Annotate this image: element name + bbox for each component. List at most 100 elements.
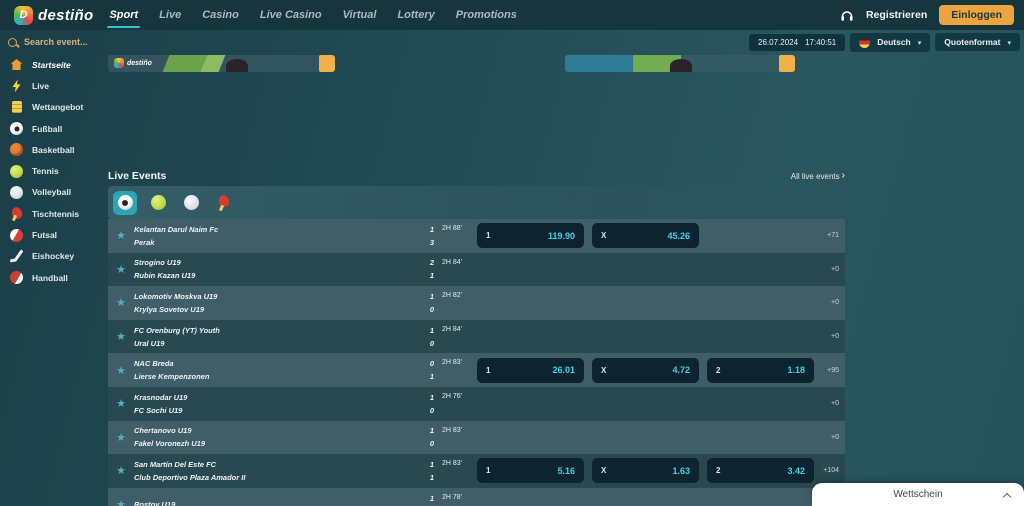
sport-tab-tabletennis[interactable] [212, 191, 236, 215]
promo-banner-right[interactable] [565, 55, 795, 72]
main-content: destiño Live Events All live events ★ Kel… [108, 52, 845, 506]
odds-value: 45.26 [667, 230, 690, 241]
odds-group [477, 421, 814, 455]
nav-item-promotions[interactable]: Promotions [455, 9, 517, 21]
brand-logo[interactable]: D destiño [14, 5, 93, 25]
odds-button[interactable]: 1 5.16 [477, 458, 584, 484]
odds-button[interactable]: X 4.72 [592, 357, 699, 383]
time-label: 17:40:51 [805, 37, 837, 47]
sidebar-item-startseite[interactable]: Startseite [0, 54, 100, 75]
event-row[interactable]: ★ Strogino U19 Rubin Kazan U19 2 1 2H 84' +0 [108, 252, 845, 287]
sport-tab-soccer[interactable] [113, 190, 137, 215]
odds-button[interactable]: 1 119.90 [477, 223, 584, 249]
more-markets-count[interactable]: +95 [827, 366, 839, 374]
home-team: Strogino U19 [134, 258, 181, 268]
away-score: 1 [429, 472, 434, 482]
sidebar-item-tennis[interactable]: Tennis [0, 160, 100, 181]
event-row[interactable]: ★ NAC Breda Lierse Kempenzonen 0 1 2H 83' 1 26.… [108, 353, 845, 387]
team-names: NAC Breda Lierse Kempenzonen [134, 353, 406, 387]
soccer-icon [117, 195, 133, 210]
odds-group [477, 387, 814, 421]
event-row[interactable]: ★ San Martín Del Este FC Club Deportivo Pl… [108, 454, 845, 488]
sidebar-item-label: Tischtennis [32, 208, 80, 219]
login-button[interactable]: Einloggen [939, 5, 1014, 25]
odds-label: X [601, 231, 607, 241]
event-row[interactable]: ★ FC Orenburg (YT) Youth Ural U19 1 0 2H 84' +… [108, 319, 845, 354]
sidebar-item-handball[interactable]: Handball [0, 267, 100, 288]
header-actions: Registrieren Einloggen [840, 5, 1014, 25]
away-team: FC Sochi U19 [134, 405, 183, 415]
sport-tab-tennis[interactable] [146, 191, 170, 215]
betslip-title: Wettschein [893, 489, 943, 500]
event-row[interactable]: ★ Lokomotiv Moskva U19 Krylya Sovetov U19 1… [108, 286, 845, 320]
nav-item-casino[interactable]: Casino [202, 9, 239, 21]
nav-item-virtual[interactable]: Virtual [342, 9, 377, 21]
event-row[interactable]: ★ Krasnodar U19 FC Sochi U19 1 0 2H 76' +0 [108, 386, 845, 421]
more-markets-count[interactable]: +0 [831, 299, 839, 307]
favorite-star-icon[interactable]: ★ [116, 331, 126, 344]
sport-tab-volleyball[interactable] [179, 191, 203, 215]
sidebar-item-volleyball[interactable]: Volleyball [0, 182, 100, 203]
sidebar-item-tischtennis[interactable]: Tischtennis [0, 203, 100, 224]
promo-banner-left[interactable]: destiño [108, 55, 335, 72]
more-markets-count[interactable]: +0 [831, 265, 839, 273]
event-row[interactable]: ★ Chertanovo U19 Fakel Voronezh U19 1 0 2H 83… [108, 420, 845, 455]
favorite-star-icon[interactable]: ★ [116, 431, 126, 444]
sidebar-item-basketball[interactable]: Basketball [0, 139, 100, 160]
betslip-panel[interactable]: Wettschein [812, 483, 1024, 506]
match-time: 2H 84' [442, 258, 463, 266]
more-markets-count[interactable]: +0 [831, 433, 839, 441]
sidebar-item-eishockey[interactable]: Eishockey [0, 246, 100, 267]
sidebar-item-futsal[interactable]: Futsal [0, 224, 100, 245]
odds-button[interactable]: X 1.63 [592, 458, 699, 484]
event-row[interactable]: ★ Rostov U19 1 2H 78' [108, 487, 845, 506]
sidebar-item-live[interactable]: Live [0, 75, 100, 96]
away-score: 1 [429, 271, 434, 281]
language-select[interactable]: Deutsch [850, 32, 931, 52]
nav-item-sport[interactable]: Sport [107, 0, 140, 30]
away-team: Krylya Sovetov U19 [134, 304, 205, 314]
favorite-star-icon[interactable]: ★ [116, 499, 126, 506]
more-markets-count[interactable]: +0 [831, 400, 839, 408]
event-row[interactable]: ★ Kelantan Darul Naim Fc Perak 1 3 2H 88' 1 119… [108, 219, 845, 253]
soccer-icon [10, 122, 23, 136]
subheader: Search event... 26.07.2024 17:40:51 Deut… [0, 30, 1024, 54]
odds-value: 119.90 [547, 230, 575, 241]
all-live-events-link[interactable]: All live events [791, 172, 845, 181]
favorite-star-icon[interactable]: ★ [116, 465, 126, 478]
more-markets-count[interactable]: +71 [827, 232, 839, 240]
support-headset-icon[interactable] [840, 9, 854, 22]
away-team: Rubin Kazan U19 [134, 271, 196, 281]
favorite-star-icon[interactable]: ★ [116, 230, 126, 243]
nav-item-live-casino[interactable]: Live Casino [259, 9, 322, 21]
odds-button[interactable]: 2 3.42 [707, 458, 814, 484]
sidebar-item-label: Basketball [32, 144, 75, 155]
sidebar-item-label: Wettangebot [32, 102, 84, 113]
odds-value: 4.72 [672, 365, 690, 376]
favorite-star-icon[interactable]: ★ [116, 364, 126, 377]
odds-button[interactable]: 2 1.18 [707, 357, 814, 383]
register-button[interactable]: Registrieren [865, 9, 928, 21]
match-time: 2H 83' [442, 460, 463, 468]
chevron-down-icon [1007, 37, 1011, 47]
nav-item-live[interactable]: Live [159, 9, 182, 21]
odds-group: 1 5.16 X 1.63 2 3.42 [477, 454, 814, 488]
sidebar-item-label: Fußball [32, 123, 63, 134]
away-team: Ural U19 [134, 338, 165, 348]
sidebar-item-fu-ball[interactable]: Fußball [0, 118, 100, 139]
more-markets-count[interactable]: +0 [831, 333, 839, 341]
sidebar-item-label: Eishockey [32, 251, 75, 262]
more-markets-count[interactable]: +104 [823, 467, 839, 475]
search-input[interactable]: Search event... [8, 37, 88, 47]
sidebar-item-wettangebot[interactable]: Wettangebot [0, 97, 100, 118]
favorite-star-icon[interactable]: ★ [116, 398, 126, 411]
odds-button[interactable]: 1 26.01 [477, 357, 584, 383]
favorite-star-icon[interactable]: ★ [116, 297, 126, 310]
favorite-star-icon[interactable]: ★ [116, 263, 126, 276]
away-score: 0 [429, 439, 434, 449]
odds-format-select[interactable]: Quotenformat [935, 33, 1020, 51]
odds-button[interactable]: X 45.26 [592, 223, 699, 249]
nav-item-lottery[interactable]: Lottery [397, 9, 435, 21]
